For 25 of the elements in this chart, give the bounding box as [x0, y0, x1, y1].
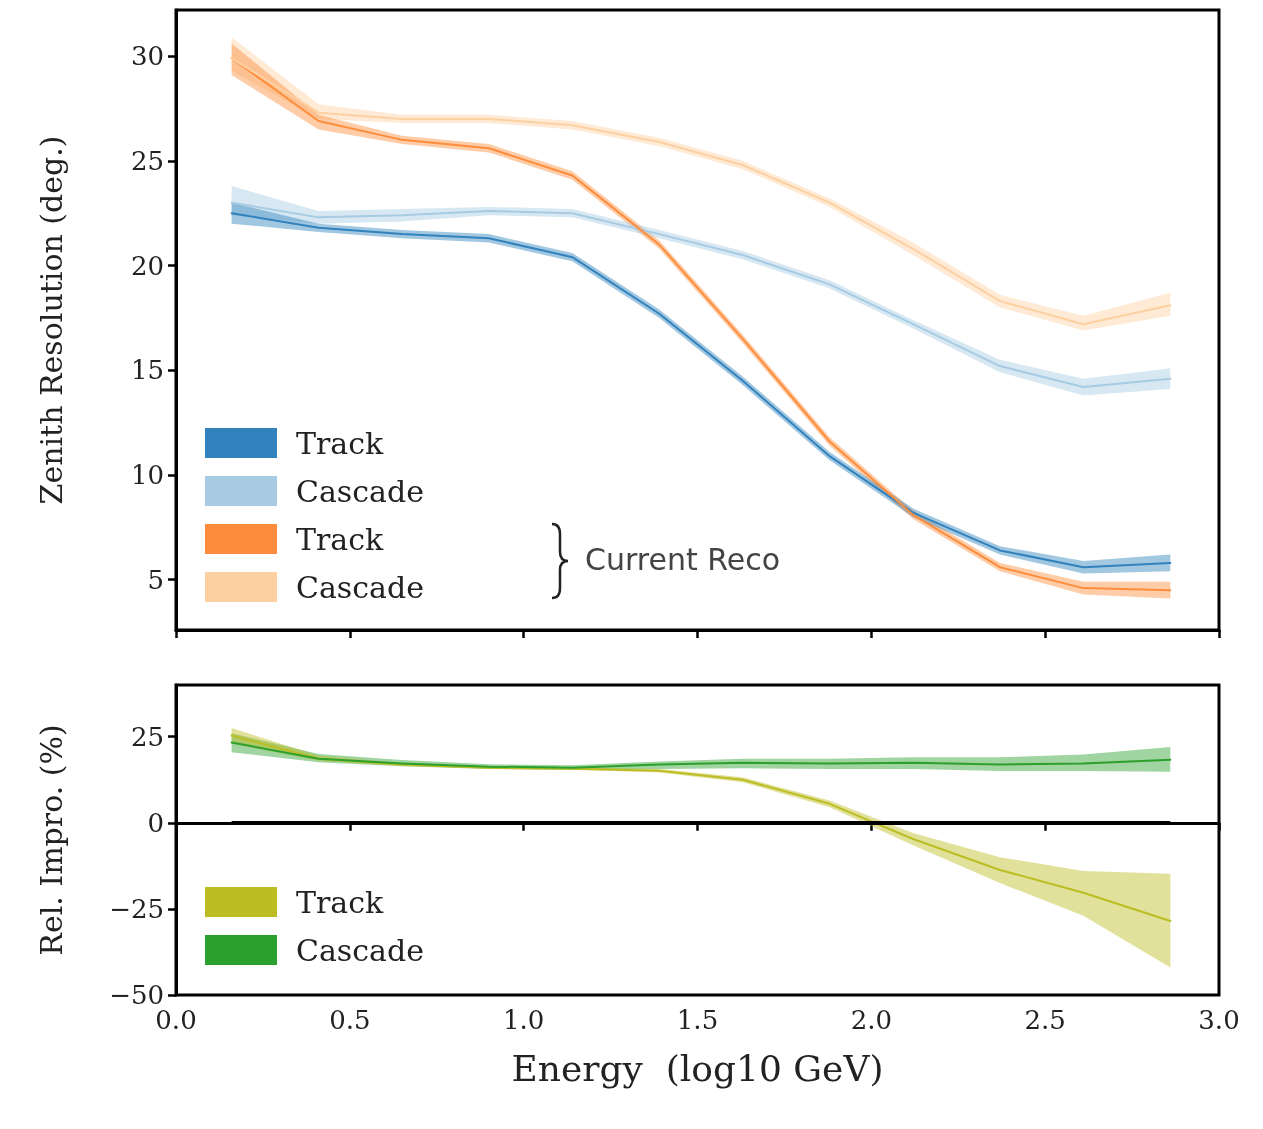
legend-label: Cascade	[296, 473, 424, 509]
x-tick-label: 2.0	[850, 1005, 893, 1035]
y-tick-label: 30	[130, 41, 164, 72]
x-tick-label: 3.0	[1198, 1005, 1240, 1035]
y-tick-label: −25	[109, 893, 164, 924]
y-tick-label: 5	[147, 564, 164, 595]
y-tick-label: 15	[130, 355, 164, 386]
x-axis-title: Energy (log10 GeV)	[511, 1047, 884, 1089]
x-tick-label: 2.5	[1024, 1005, 1066, 1035]
legend-label: Track	[296, 425, 385, 461]
y-tick-label: 25	[130, 145, 164, 176]
x-tick-label: 1.0	[502, 1005, 545, 1035]
legend-label: Track	[296, 884, 385, 920]
annotation: Current Reco	[585, 541, 781, 577]
y-tick-label: 20	[130, 250, 164, 281]
y-axis-title: Zenith Resolution (deg.)	[33, 135, 69, 505]
y-axis-title: Rel. Impro. (%)	[33, 724, 69, 956]
legend-label: Cascade	[296, 569, 424, 605]
legend-label: Cascade	[296, 932, 424, 968]
x-tick-label: 1.5	[676, 1005, 719, 1035]
x-tick-label: 0.5	[329, 1005, 371, 1035]
y-tick-label: 0	[147, 807, 164, 838]
y-tick-label: 10	[130, 460, 164, 490]
y-tick-label: 25	[130, 721, 164, 752]
legend-label: Track	[296, 521, 385, 557]
